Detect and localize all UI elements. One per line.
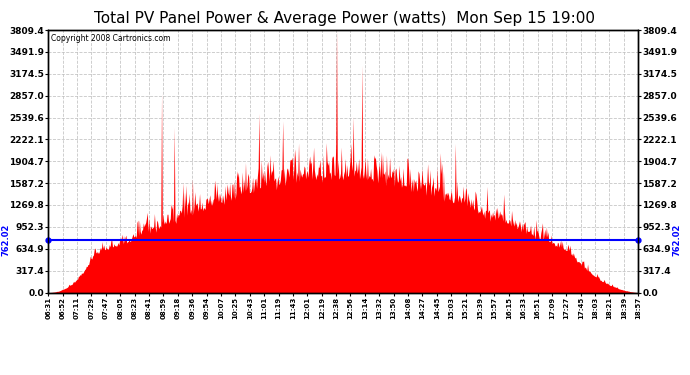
Text: 762.02: 762.02 <box>1 224 10 256</box>
Text: Total PV Panel Power & Average Power (watts)  Mon Sep 15 19:00: Total PV Panel Power & Average Power (wa… <box>95 11 595 26</box>
Text: Copyright 2008 Cartronics.com: Copyright 2008 Cartronics.com <box>50 34 170 43</box>
Text: 762.02: 762.02 <box>672 224 681 256</box>
